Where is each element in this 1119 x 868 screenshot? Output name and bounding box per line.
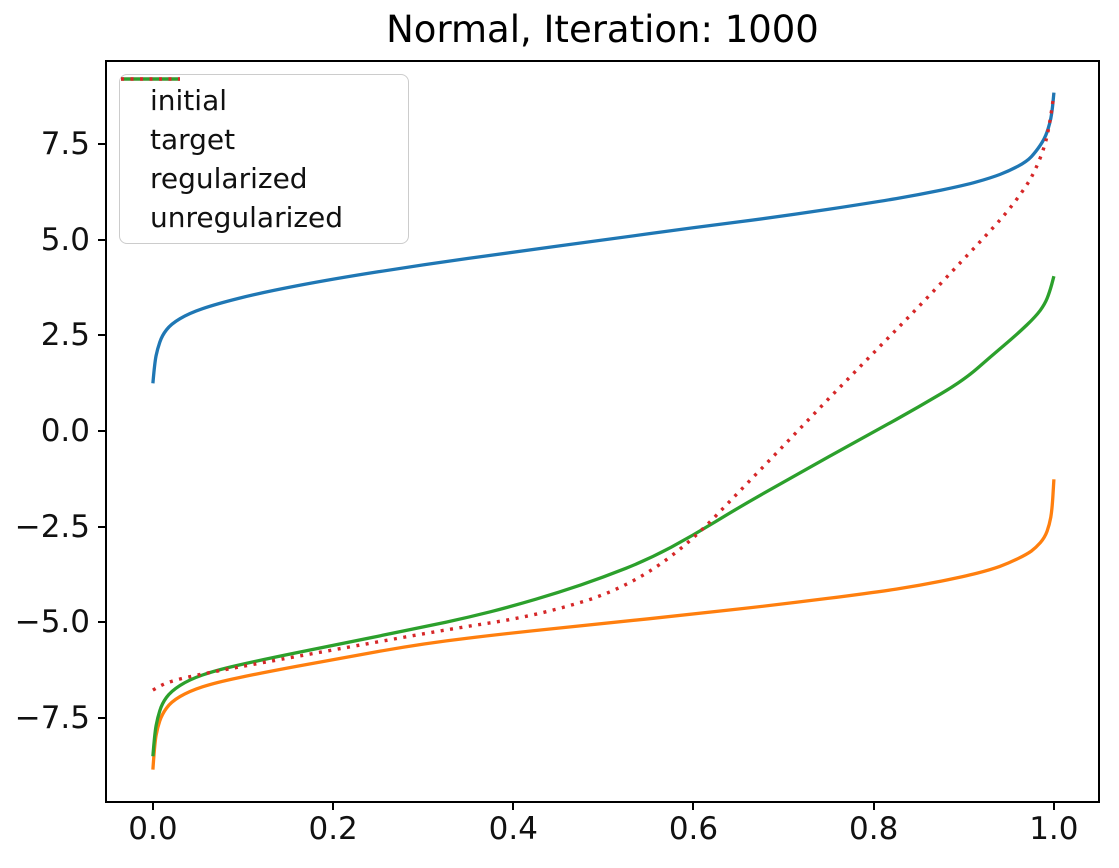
legend-item-unregularized: unregularized	[120, 77, 408, 237]
y-tick-label: 2.5	[40, 317, 90, 354]
y-tick-label: −2.5	[14, 508, 90, 545]
y-tick	[98, 334, 105, 337]
y-tick-label: −5.0	[14, 604, 90, 641]
legend-label: unregularized	[150, 200, 344, 234]
x-tick-label: 0.4	[488, 811, 538, 847]
y-tick	[98, 143, 105, 146]
legend-label: target	[150, 122, 236, 156]
y-tick	[98, 238, 105, 241]
y-tick	[98, 525, 105, 528]
legend-line-sample-unregularized	[121, 77, 180, 81]
y-tick-label: −7.5	[14, 699, 90, 736]
x-tick	[1052, 803, 1055, 810]
series-line-regularized	[151, 275, 1056, 757]
y-tick-label: 5.0	[40, 221, 90, 258]
chart-title: Normal, Iteration: 1000	[386, 8, 819, 51]
legend: initial target regularized unregularized	[119, 74, 409, 244]
x-tick-label: 0.0	[128, 811, 178, 847]
series-line-unregularized	[152, 94, 1056, 692]
y-tick	[98, 430, 105, 433]
legend-label: regularized	[150, 161, 308, 195]
x-tick	[512, 803, 515, 810]
plot-area: initial target regularized unregularized	[105, 60, 1100, 803]
series-line-initial	[151, 92, 1056, 384]
legend-item-regularized: regularized	[120, 77, 408, 198]
legend-item-target: target	[120, 77, 408, 159]
legend-label: initial	[150, 83, 227, 117]
x-tick	[692, 803, 695, 810]
x-tick-label: 0.6	[668, 811, 719, 847]
x-tick-label: 1.0	[1029, 811, 1079, 847]
x-tick	[332, 803, 335, 810]
y-tick-label: 7.5	[40, 126, 90, 163]
series-line-target	[151, 479, 1056, 770]
x-tick	[151, 803, 154, 810]
x-tick-label: 0.2	[308, 811, 358, 847]
x-tick-label: 0.8	[849, 811, 899, 847]
y-tick	[98, 716, 105, 719]
y-tick-label: 0.0	[40, 413, 90, 450]
y-tick	[98, 621, 105, 624]
plot-canvas	[151, 92, 1056, 770]
legend-item-initial: initial	[120, 77, 408, 120]
x-tick	[872, 803, 875, 810]
